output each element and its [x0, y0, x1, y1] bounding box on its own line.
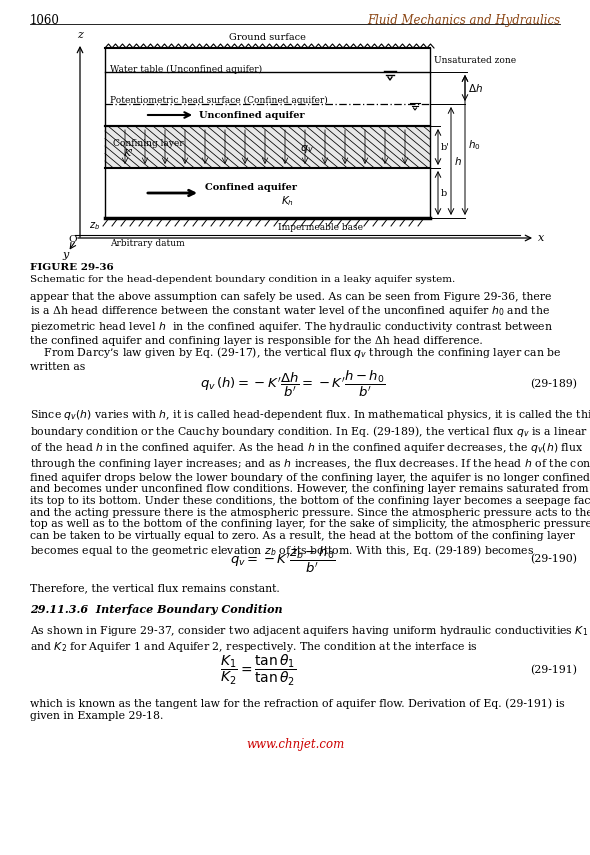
Text: b: b [441, 188, 447, 198]
Text: Schematic for the head-dependent boundary condition in a leaky aquifer system.: Schematic for the head-dependent boundar… [30, 275, 455, 284]
Text: x: x [538, 233, 544, 243]
Text: $\Delta h$: $\Delta h$ [468, 82, 483, 94]
Bar [105, 126, 430, 168]
Text: $q_v$: $q_v$ [300, 143, 314, 155]
Text: (29-189): (29-189) [530, 379, 577, 389]
Text: 29.11.3.6  Interface Boundary Condition: 29.11.3.6 Interface Boundary Condition [30, 604, 283, 615]
Text: Therefore, the vertical flux remains constant.: Therefore, the vertical flux remains con… [30, 583, 280, 593]
Text: Potentiometric head surface (Confined aquifer): Potentiometric head surface (Confined aq… [110, 96, 328, 104]
Text: FIGURE 29-36: FIGURE 29-36 [30, 263, 114, 272]
Text: $z_b$: $z_b$ [89, 221, 100, 233]
Text: Unconfined aquifer: Unconfined aquifer [199, 110, 304, 120]
Text: z: z [77, 30, 83, 40]
Text: $q_v = -K'\dfrac{z_b - h_0}{b'}$: $q_v = -K'\dfrac{z_b - h_0}{b'}$ [230, 544, 335, 575]
Text: From Darcy’s law given by Eq. (29-17), the vertical flux $q_v$ through the confi: From Darcy’s law given by Eq. (29-17), t… [30, 345, 562, 372]
Text: Since $q_v(h)$ varies with $h$, it is called head-dependent flux. In mathematica: Since $q_v(h)$ varies with $h$, it is ca… [30, 408, 590, 558]
Text: $h_0$: $h_0$ [468, 139, 481, 152]
Text: $h$: $h$ [454, 155, 462, 167]
Text: Water table (Unconfined aquifer): Water table (Unconfined aquifer) [110, 64, 262, 74]
Text: which is known as the tangent law for the refraction of aquifer flow. Derivation: which is known as the tangent law for th… [30, 699, 565, 721]
Text: $\dfrac{K_1}{K_2} = \dfrac{\tan\theta_1}{\tan\theta_2}$: $\dfrac{K_1}{K_2} = \dfrac{\tan\theta_1}… [220, 653, 297, 688]
Text: Unsaturated zone: Unsaturated zone [434, 56, 516, 66]
Text: Fluid Mechanics and Hydraulics: Fluid Mechanics and Hydraulics [367, 14, 560, 27]
Text: y: y [63, 250, 69, 260]
Text: b': b' [441, 143, 450, 151]
Text: Ground surface: Ground surface [229, 33, 306, 42]
Text: (29-191): (29-191) [530, 665, 577, 675]
Text: Impermeable base: Impermeable base [277, 223, 362, 233]
Text: O: O [68, 234, 77, 244]
Text: As shown in Figure 29-37, consider two adjacent aquifers having uniform hydrauli: As shown in Figure 29-37, consider two a… [30, 623, 588, 653]
Text: $q_v\,(h) = -K'\dfrac{\Delta h}{b'} = -K'\dfrac{h-h_0}{b'}$: $q_v\,(h) = -K'\dfrac{\Delta h}{b'} = -K… [200, 369, 385, 399]
Text: Confining layer: Confining layer [113, 139, 183, 148]
Text: $K_h$: $K_h$ [281, 194, 294, 208]
Text: K': K' [123, 149, 133, 157]
Text: Arbitrary datum: Arbitrary datum [110, 239, 185, 247]
Text: (29-190): (29-190) [530, 554, 577, 564]
Text: appear that the above assumption can safely be used. As can be seen from Figure : appear that the above assumption can saf… [30, 292, 553, 345]
Text: www.chnjet.com: www.chnjet.com [246, 738, 344, 751]
Text: Confined aquifer: Confined aquifer [205, 184, 297, 192]
Text: 1060: 1060 [30, 14, 60, 27]
